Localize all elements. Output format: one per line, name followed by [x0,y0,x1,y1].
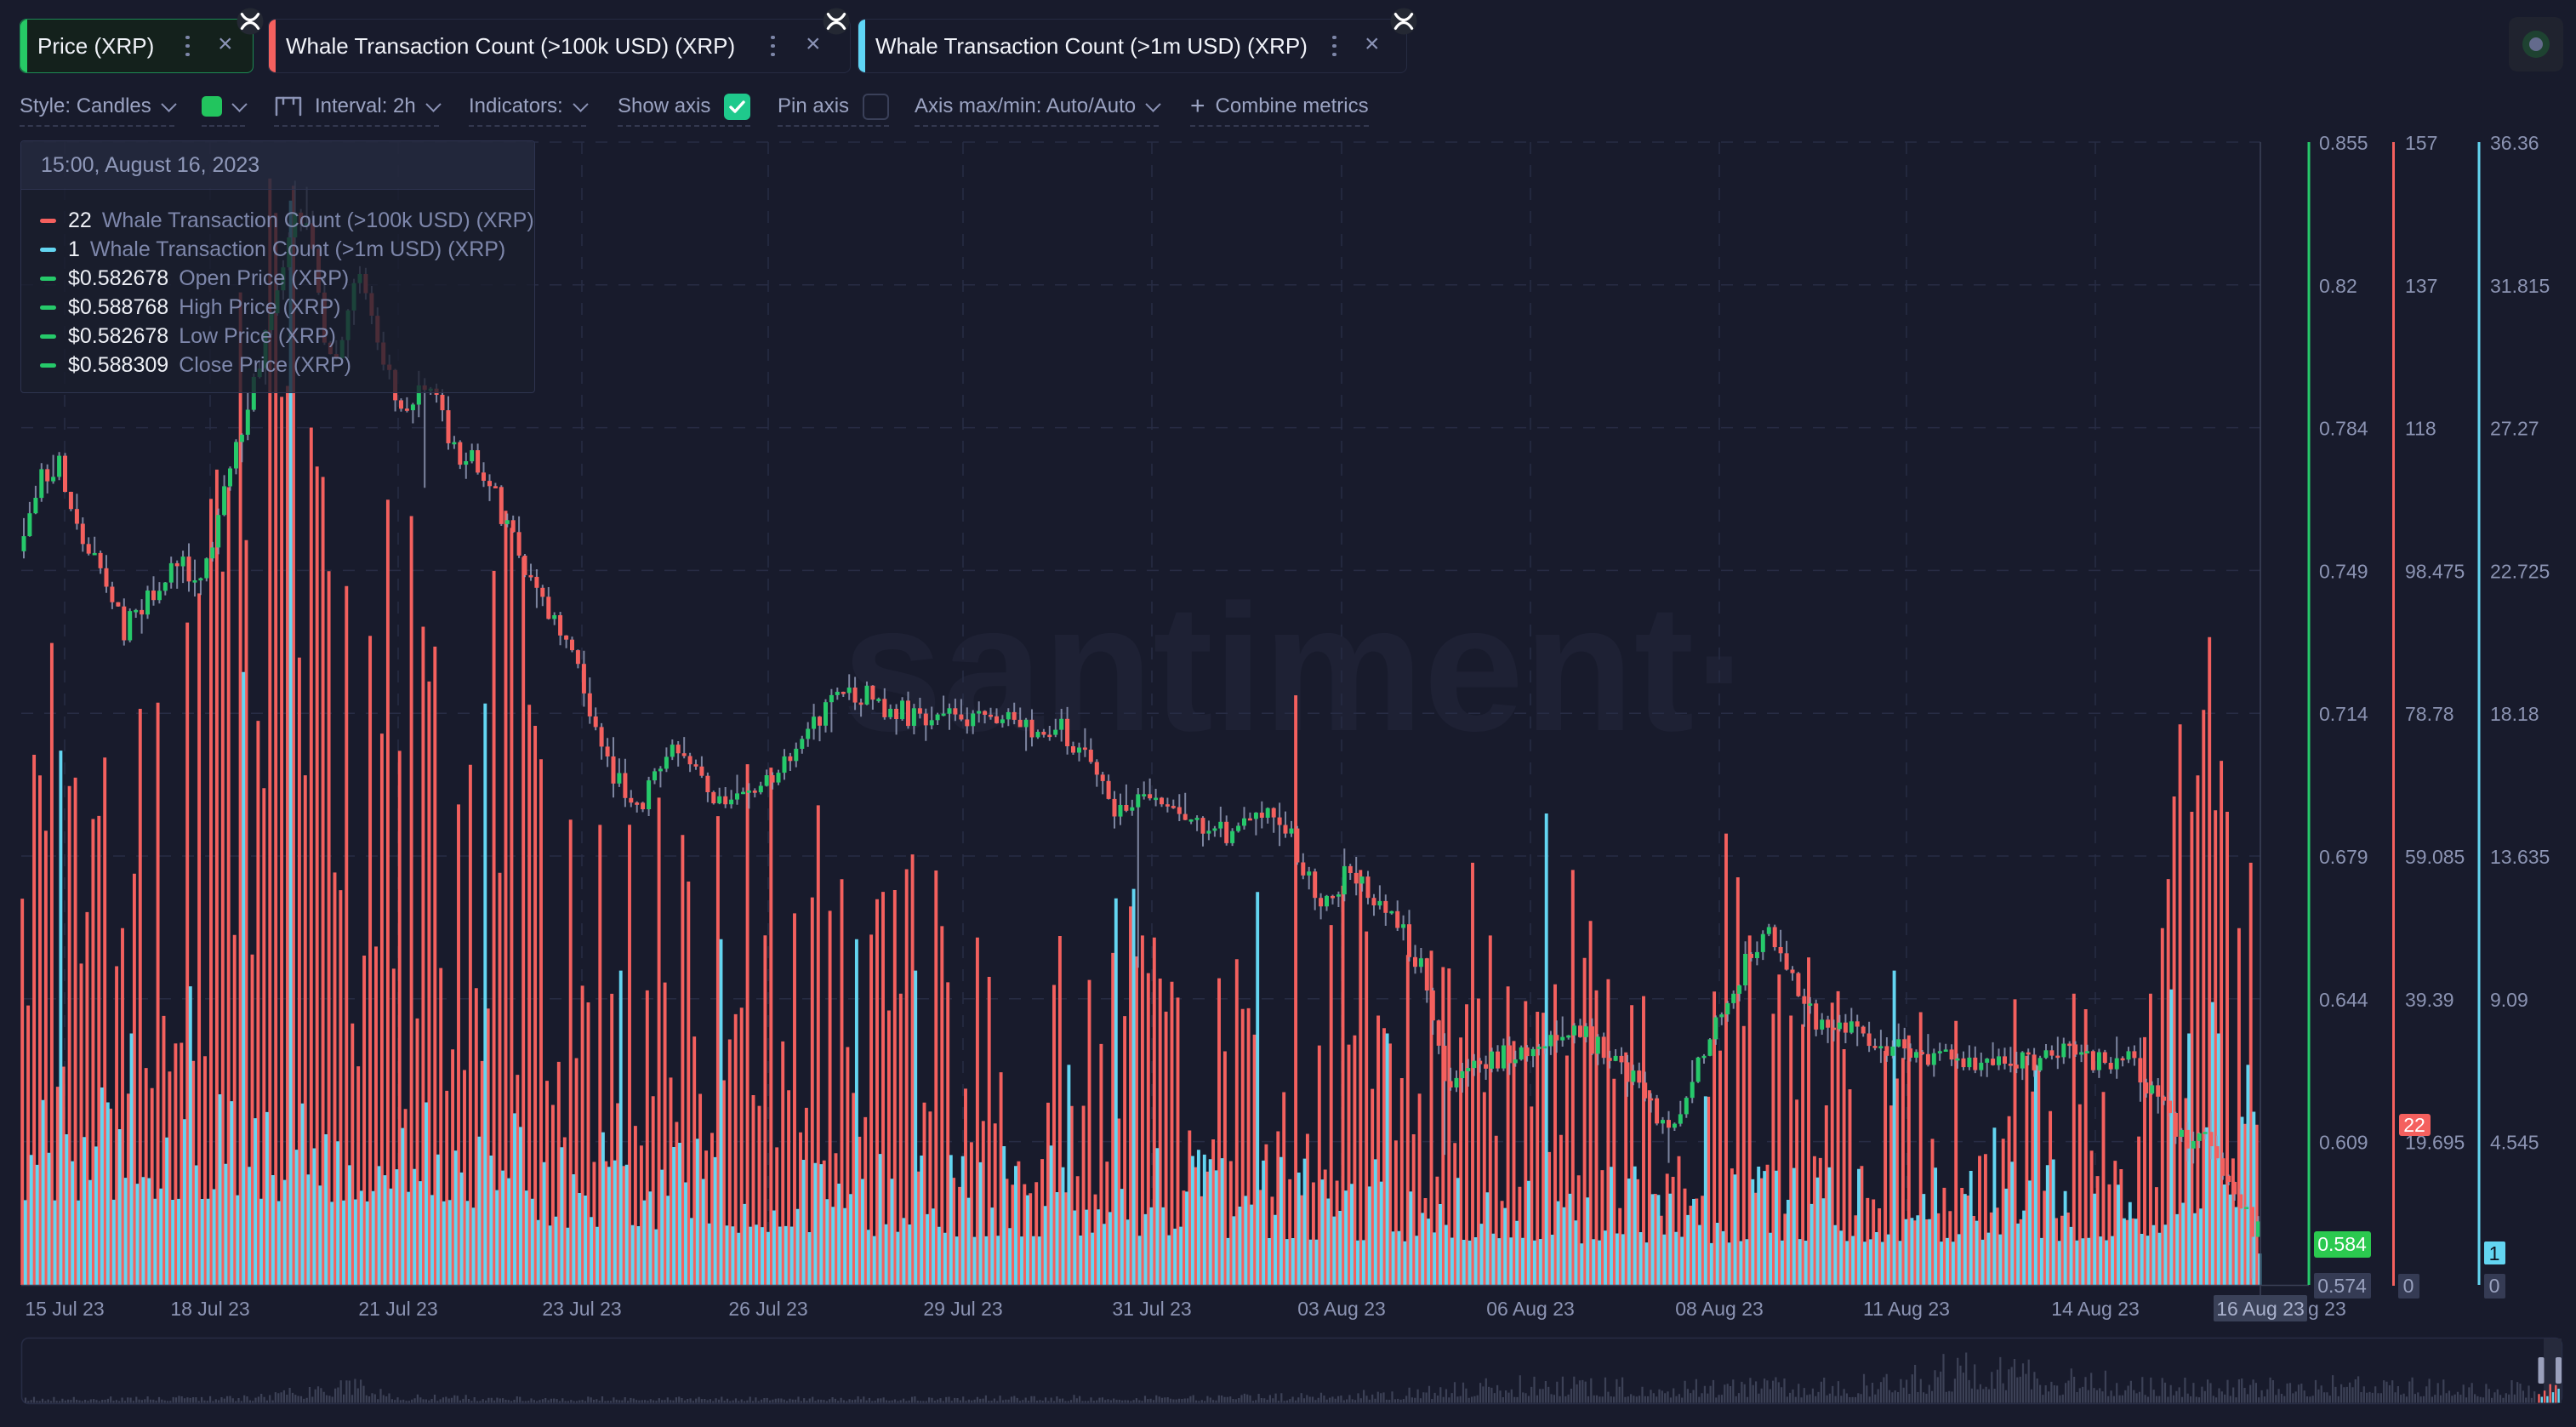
svg-text:13.635: 13.635 [2490,846,2550,868]
svg-text:06 Aug 23: 06 Aug 23 [1486,1298,1575,1320]
svg-text:78.78: 78.78 [2405,703,2454,725]
svg-text:118: 118 [2405,418,2436,440]
svg-text:1: 1 [2489,1242,2500,1264]
svg-text:98.475: 98.475 [2405,560,2465,582]
svg-text:15 Jul 23: 15 Jul 23 [25,1298,104,1320]
svg-text:0.784: 0.784 [2319,418,2368,440]
svg-text:16 Aug 23: 16 Aug 23 [2216,1298,2305,1320]
svg-text:157: 157 [2405,132,2437,154]
svg-text:26 Jul 23: 26 Jul 23 [728,1298,807,1320]
svg-text:21 Jul 23: 21 Jul 23 [358,1298,437,1320]
svg-text:0: 0 [2489,1275,2500,1297]
svg-text:29 Jul 23: 29 Jul 23 [923,1298,1002,1320]
svg-text:59.085: 59.085 [2405,846,2465,868]
svg-text:0.574: 0.574 [2317,1275,2367,1297]
svg-text:36.36: 36.36 [2490,132,2539,154]
svg-text:31 Jul 23: 31 Jul 23 [1112,1298,1191,1320]
svg-text:4.545: 4.545 [2490,1132,2539,1154]
svg-text:22: 22 [2403,1114,2425,1136]
svg-text:137: 137 [2405,275,2437,297]
svg-text:0.609: 0.609 [2319,1132,2368,1154]
svg-text:03 Aug 23: 03 Aug 23 [1297,1298,1386,1320]
svg-text:23 Jul 23: 23 Jul 23 [542,1298,621,1320]
svg-text:39.39: 39.39 [2405,989,2454,1011]
svg-text:0.679: 0.679 [2319,846,2368,868]
svg-text:0.644: 0.644 [2319,989,2368,1011]
svg-text:11 Aug 23: 11 Aug 23 [1863,1298,1950,1320]
svg-text:0.714: 0.714 [2319,703,2368,725]
svg-text:0.749: 0.749 [2319,560,2368,582]
svg-text:0: 0 [2403,1275,2414,1297]
svg-text:0.855: 0.855 [2319,132,2368,154]
svg-text:18 Jul 23: 18 Jul 23 [170,1298,249,1320]
svg-text:0.584: 0.584 [2317,1233,2367,1255]
svg-text:g 23: g 23 [2308,1298,2346,1320]
svg-text:9.09: 9.09 [2490,989,2528,1011]
svg-text:santiment·: santiment· [842,567,1754,768]
svg-text:31.815: 31.815 [2490,275,2550,297]
svg-text:0.82: 0.82 [2319,275,2357,297]
svg-text:27.27: 27.27 [2490,418,2539,440]
svg-text:18.18: 18.18 [2490,703,2539,725]
svg-text:08 Aug 23: 08 Aug 23 [1675,1298,1764,1320]
svg-text:14 Aug 23: 14 Aug 23 [2051,1298,2140,1320]
svg-text:22.725: 22.725 [2490,560,2550,582]
